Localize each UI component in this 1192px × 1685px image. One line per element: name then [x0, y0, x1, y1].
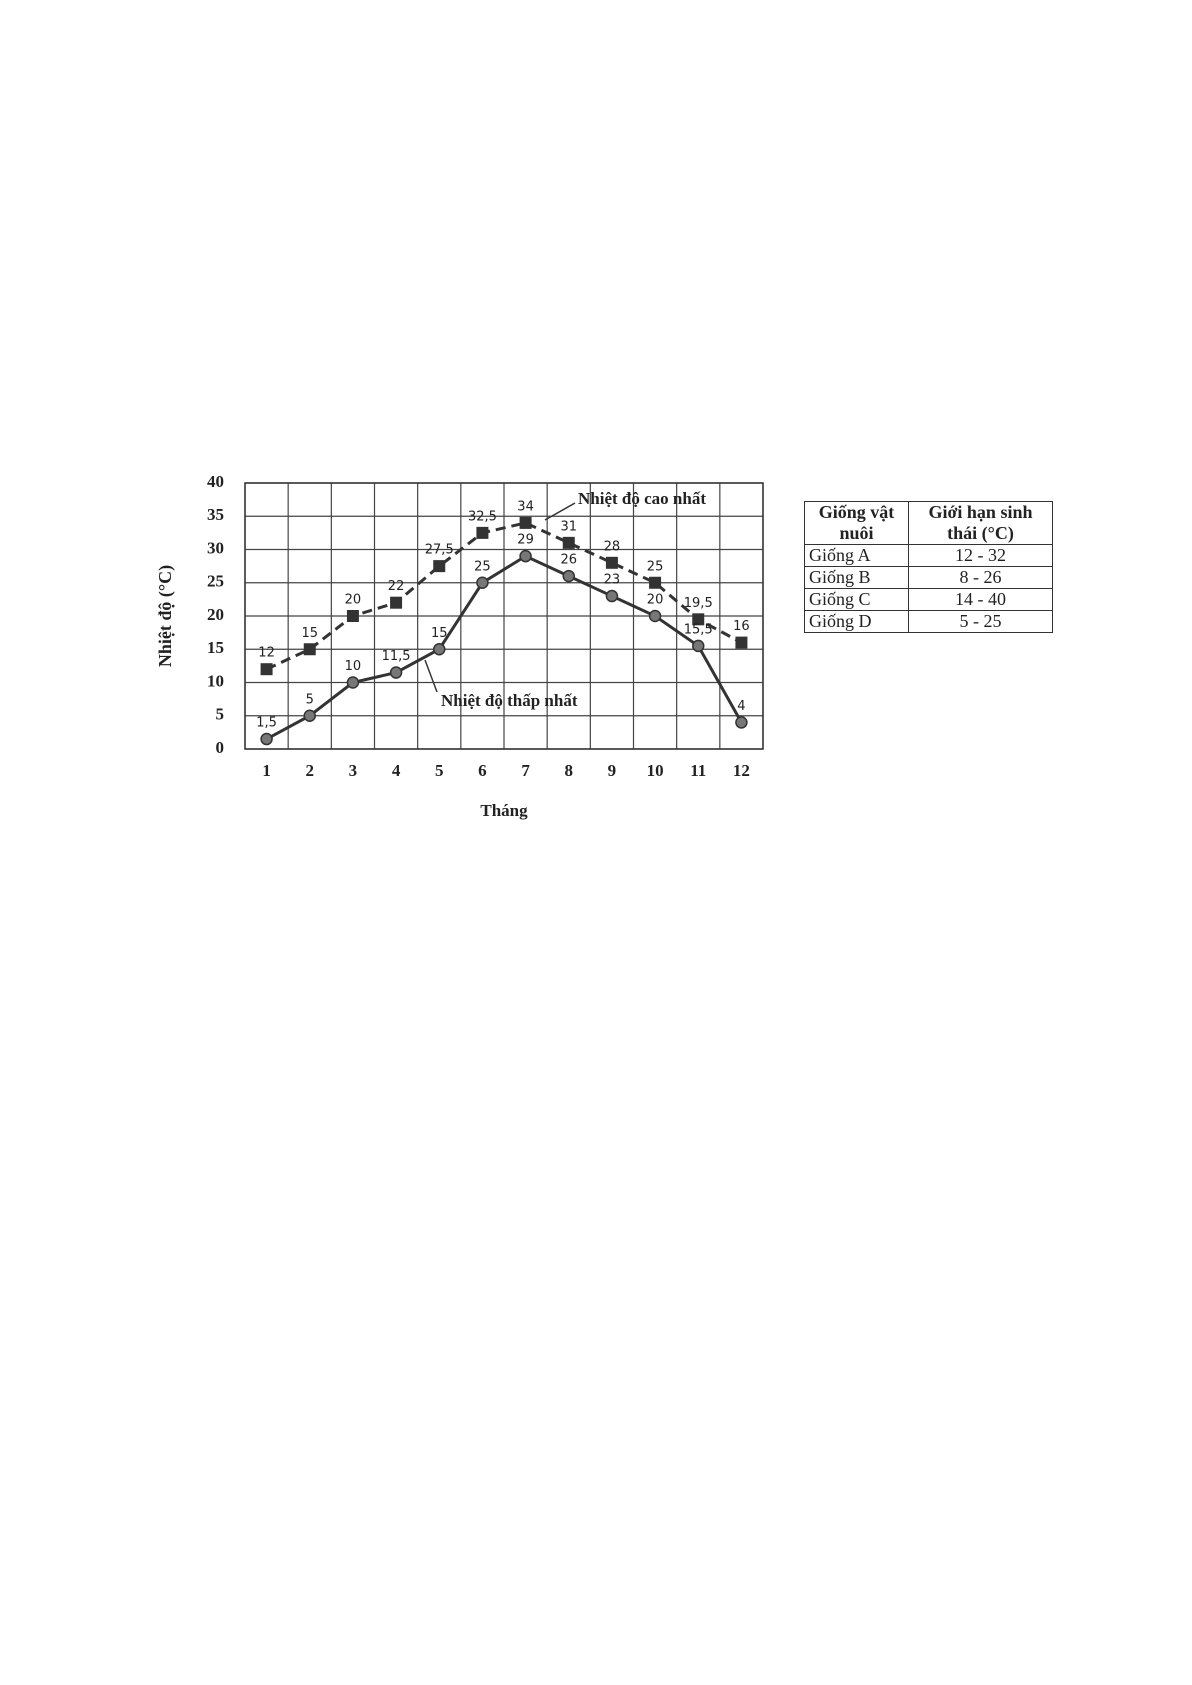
y-tick-label: 25 [207, 572, 224, 591]
data-label: 25 [647, 559, 664, 574]
table-cell: 12 - 32 [907, 544, 1054, 567]
table-cell: 14 - 40 [907, 588, 1054, 611]
series-name: Nhiệt độ cao nhất [578, 489, 706, 508]
y-tick-label: 40 [207, 472, 224, 491]
y-tick-label: 30 [207, 538, 224, 557]
table-cell: Giống A [804, 544, 909, 567]
data-label: 25 [474, 559, 491, 574]
marker [562, 536, 575, 549]
data-label: 34 [517, 499, 534, 514]
marker [648, 609, 662, 623]
data-label: 20 [345, 593, 362, 608]
marker [605, 589, 619, 603]
marker [433, 560, 446, 573]
data-label: 15 [301, 626, 318, 641]
x-tick-label: 9 [608, 761, 617, 780]
data-label: 26 [560, 553, 577, 568]
y-tick-label: 15 [207, 638, 224, 657]
data-label: 5 [306, 692, 314, 707]
x-tick-label: 1 [262, 761, 271, 780]
marker [476, 526, 489, 539]
marker [476, 576, 489, 589]
x-tick-label: 8 [565, 761, 574, 780]
x-tick-label: 2 [306, 761, 315, 780]
marker [433, 643, 446, 656]
y-axis-label: Nhiệt độ (°C) [155, 565, 176, 667]
data-label: 19,5 [684, 596, 713, 611]
series-line [265, 521, 743, 671]
table-cell: Giống C [804, 588, 909, 611]
marker [303, 643, 316, 656]
marker [735, 716, 748, 729]
marker [260, 732, 273, 746]
y-tick-label: 5 [216, 705, 225, 724]
marker [303, 709, 316, 722]
data-label: 29 [517, 533, 534, 548]
data-label: 1,5 [256, 716, 277, 731]
ecology-table: Giống vật nuôi Giới hạn sinh thái (°C) Gi… [804, 501, 1054, 633]
data-label: 12 [258, 646, 275, 661]
table-cell: 8 - 26 [907, 566, 1054, 589]
x-tick-label: 5 [435, 761, 444, 780]
marker [649, 576, 662, 589]
x-axis-label: Tháng [480, 801, 528, 820]
marker [390, 596, 403, 609]
marker [389, 666, 403, 679]
marker [605, 556, 618, 569]
data-label: 22 [388, 579, 405, 594]
data-label: 27,5 [425, 543, 454, 558]
table-cell: Giống D [804, 610, 909, 633]
marker [519, 516, 532, 529]
x-tick-label: 7 [521, 761, 530, 780]
y-tick-label: 20 [207, 605, 224, 624]
plot-frame [244, 482, 764, 750]
data-label: 32,5 [468, 509, 497, 524]
marker [692, 613, 705, 626]
data-label: 16 [733, 619, 750, 634]
leader-line [424, 659, 438, 693]
table-header: Giống vật nuôi [804, 501, 909, 545]
data-label: 28 [604, 539, 621, 554]
x-tick-label: 12 [733, 761, 750, 780]
x-tick-label: 11 [690, 761, 706, 780]
x-tick-label: 4 [392, 761, 401, 780]
y-tick-label: 35 [207, 505, 224, 524]
marker [346, 610, 359, 622]
data-label: 20 [647, 593, 664, 608]
x-tick-label: 6 [478, 761, 487, 780]
marker [692, 639, 705, 653]
x-tick-label: 3 [349, 761, 358, 780]
marker [346, 676, 360, 689]
x-tick-label: 10 [647, 761, 664, 780]
marker [562, 569, 575, 583]
table-header: Giới hạn sinh thái (°C) [907, 501, 1054, 545]
table-cell: 5 - 25 [907, 610, 1054, 633]
data-label: 11,5 [382, 649, 411, 664]
y-tick-label: 0 [216, 738, 225, 757]
series-line [265, 554, 743, 741]
data-label: 23 [604, 573, 621, 588]
marker [735, 636, 748, 649]
data-label: 15 [431, 626, 448, 641]
table-cell: Giống B [804, 566, 909, 589]
data-label: 4 [737, 699, 745, 714]
data-label: 10 [345, 659, 362, 674]
leader-line [544, 502, 576, 521]
marker [519, 549, 532, 563]
series-name: Nhiệt độ thấp nhất [441, 691, 578, 710]
marker [260, 663, 273, 676]
y-tick-label: 10 [207, 671, 224, 690]
data-label: 15,5 [684, 622, 713, 637]
data-label: 31 [560, 519, 577, 534]
